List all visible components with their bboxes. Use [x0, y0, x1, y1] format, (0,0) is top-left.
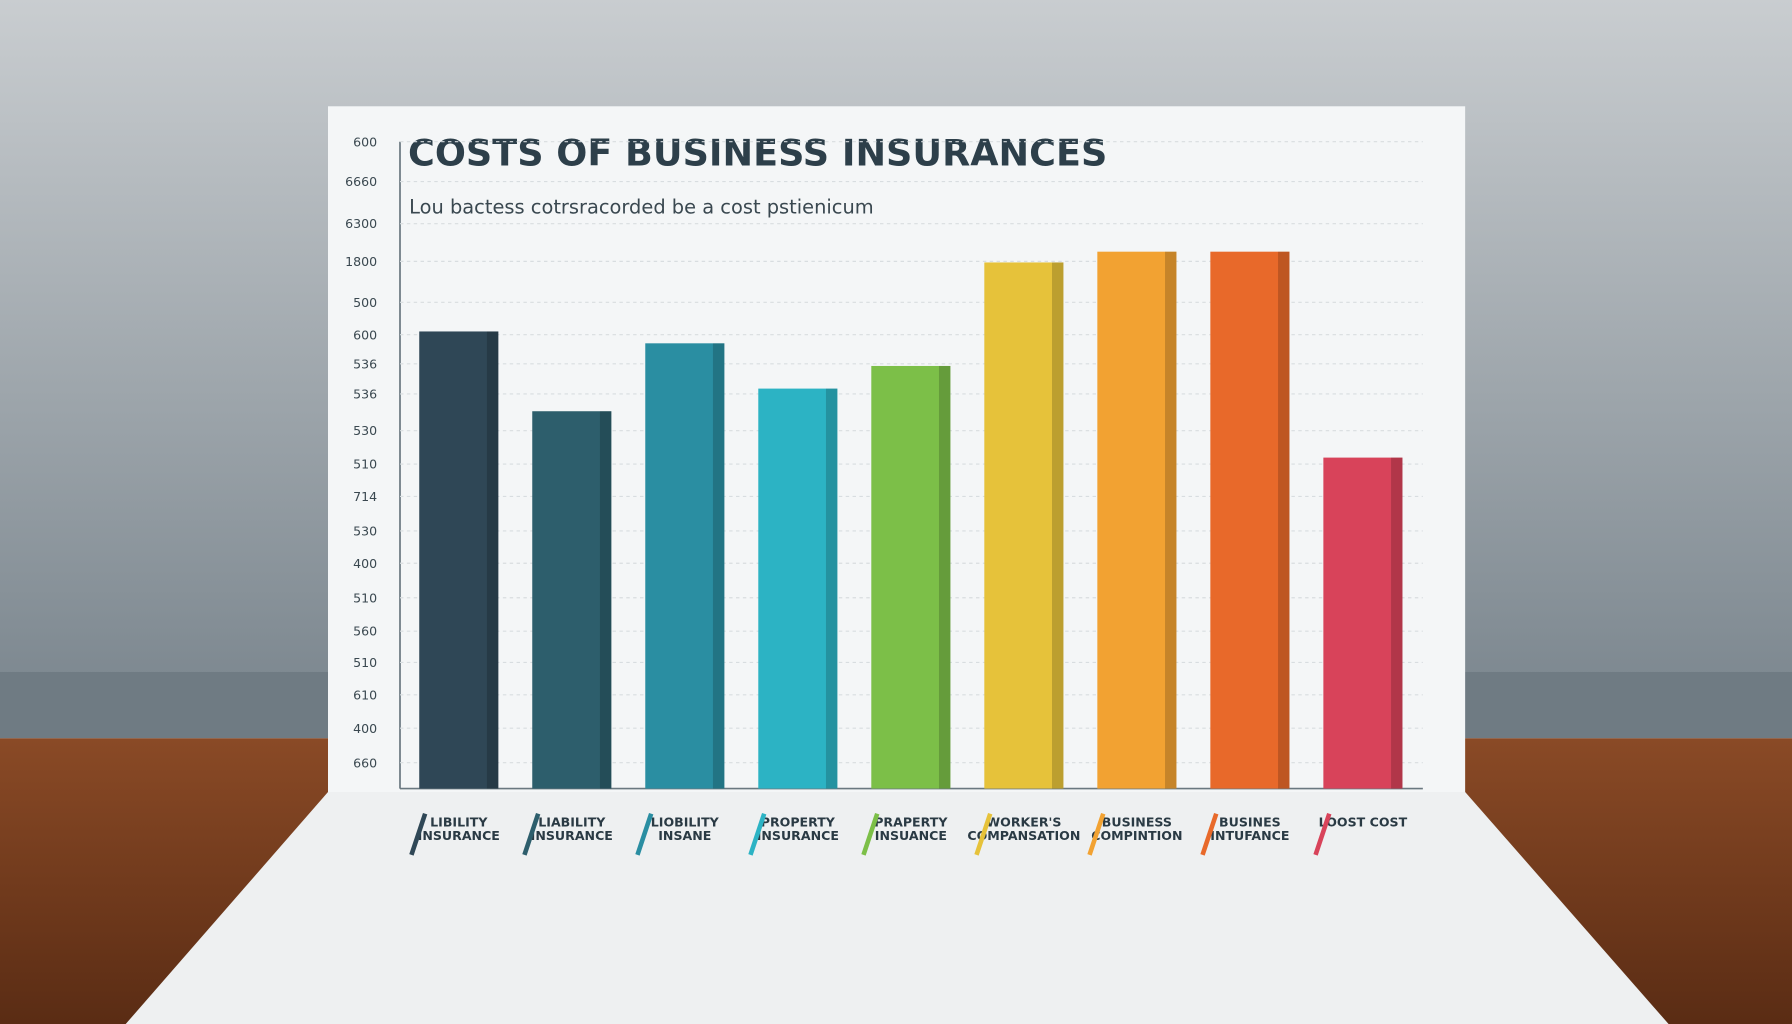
x-tick-label-box: PRAPERTY INSUANCE	[874, 816, 948, 844]
x-tick-label: LIBILITY INSURANCE	[417, 816, 500, 844]
x-tick-label: LIABILITY INSURANCE	[530, 816, 613, 844]
bar	[984, 262, 1064, 789]
bar-shade	[938, 365, 951, 789]
x-tick-label-box: LIOBILITY INSANE	[650, 816, 719, 844]
x-tick-label-box: LIABILITY INSURANCE	[530, 816, 613, 844]
category-marker	[974, 812, 993, 856]
y-tick-label: 1800	[345, 254, 377, 269]
category-marker	[635, 812, 654, 856]
y-tick-label: 600	[353, 327, 377, 342]
y-tick-label: 510	[353, 590, 377, 605]
bar-shade	[486, 331, 499, 789]
y-tick-label: 660	[353, 755, 377, 770]
x-tick-label: BUSINES INTUFANCE	[1210, 816, 1290, 844]
y-tick-label: 6300	[345, 216, 377, 231]
x-tick-label-box: PROPERTY INSURANCE	[756, 816, 839, 844]
bar-shade	[1278, 251, 1290, 789]
y-tick-label: 500	[353, 295, 377, 310]
y-tick-label: 610	[353, 687, 377, 702]
x-tick-label: BUSINESS COMPINTION	[1091, 816, 1183, 844]
category-marker	[748, 812, 767, 856]
x-tick-label: PROPERTY INSURANCE	[756, 816, 839, 844]
bar-shade	[599, 411, 612, 789]
x-tick-label-box: LOOST COST	[1318, 816, 1408, 830]
bar	[1210, 251, 1290, 789]
bar	[1097, 251, 1177, 789]
bar	[532, 411, 612, 789]
chart-subtitle: Lou bactess cotrsracorded be a cost psti…	[409, 196, 874, 219]
bar	[871, 365, 951, 789]
paper-base	[125, 792, 1669, 1024]
bar-shade	[825, 388, 838, 789]
y-tick-label: 530	[353, 423, 377, 438]
bar	[1323, 457, 1403, 789]
y-tick-label: 6660	[345, 174, 377, 189]
y-tick-label: 510	[353, 457, 377, 472]
y-tick-label: 530	[353, 523, 377, 538]
x-tick-label: WORKER'S COMPANSATION	[967, 816, 1081, 844]
y-tick-label: 536	[353, 356, 377, 371]
bar	[645, 343, 725, 789]
category-marker	[1087, 812, 1106, 856]
x-tick-label-box: WORKER'S COMPANSATION	[967, 816, 1081, 844]
category-marker	[1313, 812, 1332, 856]
y-tick-label: 400	[353, 721, 377, 736]
x-tick-label: LIOBILITY INSANE	[650, 816, 719, 844]
y-tick-label: 510	[353, 655, 377, 670]
y-tick-label: 400	[353, 556, 377, 571]
x-tick-label-box: BUSINES INTUFANCE	[1210, 816, 1290, 844]
y-tick-label: 600	[353, 134, 377, 149]
category-marker	[522, 812, 541, 856]
x-tick-label: PRAPERTY INSUANCE	[874, 816, 948, 844]
x-tick-label-box: LIBILITY INSURANCE	[417, 816, 500, 844]
y-tick-label: 536	[353, 387, 377, 402]
bar	[758, 388, 838, 789]
chart-title: COSTS OF BUSINESS INSURANCES	[408, 132, 1107, 175]
bar-shade	[712, 343, 725, 789]
category-marker	[861, 812, 880, 856]
x-tick-label: LOOST COST	[1318, 816, 1408, 830]
category-marker	[1200, 812, 1219, 856]
category-marker	[409, 812, 428, 856]
y-tick-label: 714	[353, 489, 377, 504]
bar-shade	[1391, 457, 1403, 789]
bar-shade	[1165, 251, 1177, 789]
x-tick-label-box: BUSINESS COMPINTION	[1091, 816, 1183, 844]
bar	[419, 331, 499, 789]
y-tick-label: 560	[353, 624, 377, 639]
bar-shade	[1052, 262, 1064, 789]
